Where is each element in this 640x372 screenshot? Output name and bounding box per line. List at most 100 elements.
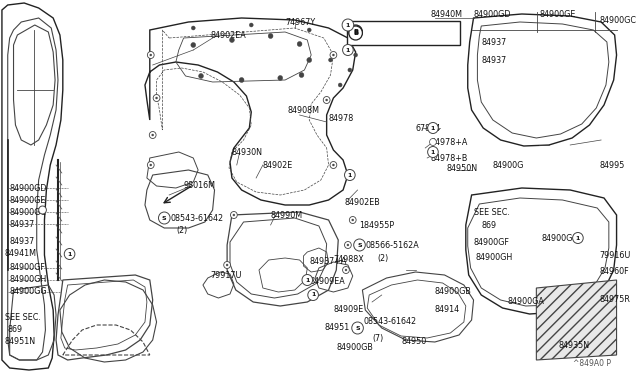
Text: 84935N: 84935N (559, 340, 589, 350)
Text: 84900GH: 84900GH (10, 276, 47, 285)
Circle shape (332, 164, 334, 166)
Circle shape (354, 239, 365, 251)
Circle shape (233, 214, 235, 216)
Text: 84900GB: 84900GB (435, 288, 472, 296)
Circle shape (198, 74, 204, 78)
Circle shape (345, 269, 347, 271)
Circle shape (230, 212, 237, 218)
Circle shape (364, 29, 371, 35)
Circle shape (153, 94, 160, 102)
Text: 84900GD: 84900GD (474, 10, 511, 19)
Circle shape (278, 76, 283, 80)
Text: 1: 1 (576, 235, 580, 241)
Text: 1: 1 (311, 292, 316, 298)
Circle shape (349, 25, 362, 39)
Circle shape (330, 161, 337, 169)
Circle shape (150, 164, 152, 166)
Text: 84950: 84950 (401, 337, 426, 346)
Circle shape (429, 125, 436, 131)
Text: S: S (355, 326, 360, 330)
Text: 84978: 84978 (328, 113, 354, 122)
Circle shape (147, 51, 154, 58)
Text: 84960F: 84960F (599, 267, 628, 276)
Text: 84908M: 84908M (288, 106, 320, 115)
Circle shape (354, 53, 358, 57)
Text: 84978+A: 84978+A (430, 138, 467, 147)
Text: 84950N: 84950N (447, 164, 477, 173)
Text: 1: 1 (305, 278, 310, 282)
Text: 84902EB: 84902EB (344, 198, 380, 206)
Circle shape (428, 122, 438, 134)
Text: 1: 1 (67, 251, 72, 257)
Text: 84900GE: 84900GE (10, 196, 46, 205)
Text: 84900GH: 84900GH (476, 253, 513, 263)
Text: 84900GE: 84900GE (540, 10, 575, 19)
Circle shape (342, 45, 353, 55)
Text: B: B (353, 30, 358, 36)
FancyBboxPatch shape (347, 21, 460, 45)
Circle shape (156, 97, 157, 99)
Text: 84975R: 84975R (599, 295, 630, 305)
Circle shape (347, 244, 349, 246)
Circle shape (352, 219, 354, 221)
Text: 84914: 84914 (435, 305, 460, 314)
Circle shape (356, 30, 360, 34)
Text: 08566-5162A: 08566-5162A (365, 241, 419, 250)
Text: 67874: 67874 (415, 124, 441, 132)
Text: 79917U: 79917U (211, 270, 242, 279)
Text: 869: 869 (481, 221, 497, 230)
Circle shape (250, 23, 253, 27)
Text: 84900G: 84900G (493, 160, 524, 170)
Circle shape (226, 264, 228, 266)
Circle shape (428, 147, 438, 157)
Text: 1: 1 (431, 150, 435, 154)
Circle shape (349, 26, 362, 40)
Text: 1: 1 (348, 173, 352, 177)
Circle shape (268, 33, 273, 38)
Text: 84900GB: 84900GB (336, 343, 373, 353)
Text: 84900GG: 84900GG (541, 234, 579, 243)
Text: 84951N: 84951N (5, 337, 36, 346)
Circle shape (147, 161, 154, 169)
Text: 84900GC: 84900GC (10, 208, 47, 217)
Circle shape (302, 275, 312, 285)
Text: 84900GA: 84900GA (508, 298, 544, 307)
Text: 84900GF: 84900GF (10, 263, 45, 273)
Text: 84937: 84937 (10, 237, 35, 246)
Circle shape (349, 217, 356, 224)
Text: SEE SEC.: SEE SEC. (474, 208, 509, 217)
Text: 84900GC: 84900GC (599, 16, 636, 25)
Circle shape (150, 54, 152, 56)
Text: (7): (7) (372, 334, 383, 343)
Text: 84995: 84995 (599, 160, 625, 170)
Circle shape (308, 289, 319, 301)
Text: SEE SEC.: SEE SEC. (5, 314, 41, 323)
Text: 84937+A: 84937+A (309, 257, 347, 266)
Circle shape (239, 77, 244, 83)
Text: S: S (162, 215, 166, 221)
Text: 79916U: 79916U (599, 250, 630, 260)
Text: (2): (2) (377, 253, 388, 263)
Text: 84937: 84937 (481, 38, 506, 46)
Text: 84900GD: 84900GD (10, 183, 47, 192)
Circle shape (230, 38, 234, 42)
Text: 74988X: 74988X (333, 256, 364, 264)
Circle shape (64, 248, 75, 260)
Text: 84900GG: 84900GG (10, 288, 47, 296)
Text: (1): (1) (369, 33, 380, 42)
Text: B: B (353, 29, 358, 35)
Polygon shape (536, 280, 616, 360)
Text: 84900GF: 84900GF (474, 237, 509, 247)
Circle shape (332, 54, 334, 56)
Text: 84941M: 84941M (5, 250, 37, 259)
Text: 84902EA: 84902EA (211, 31, 246, 39)
Circle shape (323, 96, 330, 103)
Text: 1: 1 (346, 48, 350, 52)
Text: 08543-61642: 08543-61642 (170, 214, 223, 222)
Circle shape (299, 73, 304, 77)
Circle shape (348, 68, 352, 72)
Text: 84951: 84951 (324, 324, 350, 333)
Text: 84930N: 84930N (232, 148, 263, 157)
Circle shape (573, 232, 583, 244)
Circle shape (326, 99, 328, 101)
